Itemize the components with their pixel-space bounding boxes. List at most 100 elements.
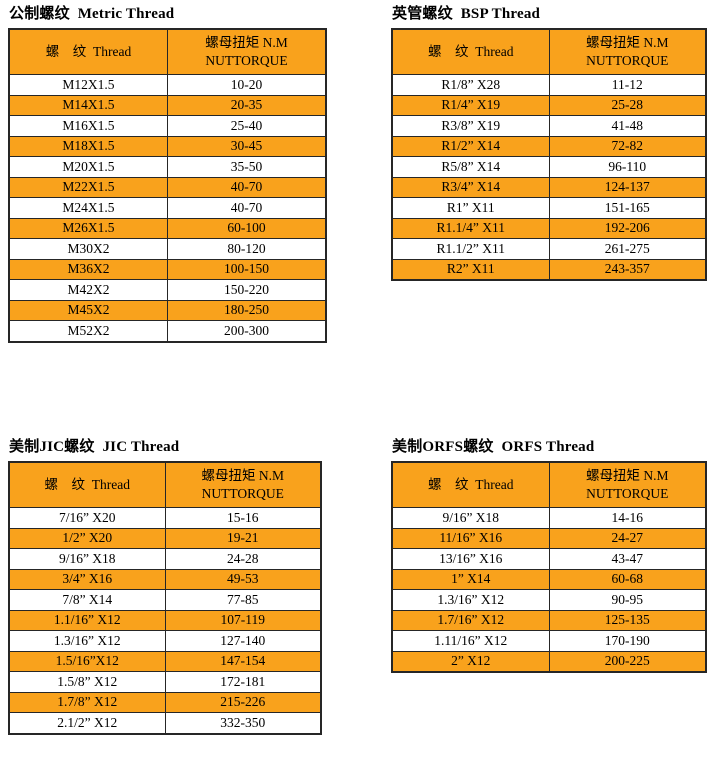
- thread-cell: R1/4” X19: [391, 94, 550, 116]
- table-row: R1/8” X28 11-12: [391, 74, 707, 96]
- table-row: 1” X14 60-68: [391, 568, 707, 590]
- thread-cell: 1.3/16” X12: [391, 589, 550, 611]
- thread-cell: R1/8” X28: [391, 74, 550, 96]
- torque-cell: 215-226: [164, 691, 322, 713]
- table-row: R1/2” X14 72-82: [391, 135, 707, 157]
- table-row: M30X2 80-120: [8, 238, 327, 260]
- thread-cell: R1.1/2” X11: [391, 238, 550, 260]
- table-row: R1.1/4” X11 192-206: [391, 217, 707, 239]
- thread-cell: 1.3/16” X12: [8, 630, 166, 652]
- header-row: 螺 纹 Thread 螺母扭矩 N.M NUTTORQUE: [391, 461, 707, 508]
- table-row: 3/4” X16 49-53: [8, 568, 322, 590]
- thread-cell: 1.5/8” X12: [8, 671, 166, 693]
- torque-header-line2: NUTTORQUE: [586, 486, 669, 501]
- table-row: R1” X11 151-165: [391, 197, 707, 219]
- table-row: 1.7/16” X12 125-135: [391, 609, 707, 631]
- thread-cell: 1.1/16” X12: [8, 609, 166, 631]
- torque-cell: 20-35: [167, 94, 327, 116]
- table-row: M18X1.5 30-45: [8, 135, 327, 157]
- torque-cell: 125-135: [548, 609, 707, 631]
- torque-cell: 41-48: [548, 115, 707, 137]
- table-row: M16X1.5 25-40: [8, 115, 327, 137]
- torque-cell: 72-82: [548, 135, 707, 157]
- column-header-thread: 螺 纹 Thread: [8, 461, 166, 508]
- table-row: M42X2 150-220: [8, 279, 327, 301]
- torque-cell: 14-16: [548, 507, 707, 529]
- table-row: R3/4” X14 124-137: [391, 176, 707, 198]
- thread-cell: R2” X11: [391, 258, 550, 281]
- torque-cell: 25-40: [167, 115, 327, 137]
- orfs-thread-table: 螺 纹 Thread 螺母扭矩 N.M NUTTORQUE 9/16” X18 14-1…: [391, 461, 707, 673]
- table-row: M22X1.5 40-70: [8, 176, 327, 198]
- thread-cell: 1” X14: [391, 568, 550, 590]
- thread-cell: 1/2” X20: [8, 527, 166, 549]
- torque-cell: 96-110: [548, 156, 707, 178]
- torque-cell: 25-28: [548, 94, 707, 116]
- thread-cell: R3/4” X14: [391, 176, 550, 198]
- thread-cell: M42X2: [8, 279, 168, 301]
- column-header-thread: 螺 纹 Thread: [391, 461, 550, 508]
- table-row: R1/4” X19 25-28: [391, 94, 707, 116]
- torque-header-line1: 螺母扭矩 N.M: [201, 468, 284, 483]
- table-row: R1.1/2” X11 261-275: [391, 238, 707, 260]
- column-header-nut-torque: 螺母扭矩 N.M NUTTORQUE: [548, 461, 707, 508]
- torque-cell: 151-165: [548, 197, 707, 219]
- thread-cell: 2.1/2” X12: [8, 712, 166, 734]
- thread-cell: M18X1.5: [8, 135, 168, 157]
- table-row: M36X2 100-150: [8, 258, 327, 280]
- table-row: R3/8” X19 41-48: [391, 115, 707, 137]
- jic-thread-section: 美制JIC螺纹 JIC Thread 螺 纹 Thread 螺母扭矩 N.M NUT…: [8, 439, 322, 735]
- thread-cell: M30X2: [8, 238, 168, 260]
- column-header-thread: 螺 纹 Thread: [391, 28, 550, 75]
- table-row: 7/16” X20 15-16: [8, 507, 322, 529]
- torque-cell: 60-68: [548, 568, 707, 590]
- table-row: 1.7/8” X12 215-226: [8, 691, 322, 713]
- torque-cell: 200-225: [548, 650, 707, 673]
- torque-header-line2: NUTTORQUE: [205, 53, 288, 68]
- torque-cell: 332-350: [164, 712, 322, 734]
- torque-header-line1: 螺母扭矩 N.M: [585, 468, 669, 483]
- torque-cell: 43-47: [548, 548, 707, 570]
- metric-thread-section: 公制螺纹 Metric Thread 螺 纹 Thread 螺母扭矩 N.M NUT…: [8, 6, 327, 343]
- thread-cell: M14X1.5: [8, 94, 168, 116]
- thread-cell: M22X1.5: [8, 176, 168, 198]
- thread-cell: R3/8” X19: [391, 115, 550, 137]
- table-row: M24X1.5 40-70: [8, 197, 327, 219]
- thread-cell: M45X2: [8, 299, 168, 321]
- thread-cell: M36X2: [8, 258, 168, 280]
- torque-cell: 192-206: [548, 217, 707, 239]
- bsp-thread-section: 英管螺纹 BSP Thread 螺 纹 Thread 螺母扭矩 N.M NUTTOR…: [391, 6, 707, 281]
- thread-cell: 2” X12: [391, 650, 550, 673]
- torque-cell: 127-140: [164, 630, 322, 652]
- thread-cell: 11/16” X16: [391, 527, 550, 549]
- column-header-nut-torque: 螺母扭矩 N.M NUTTORQUE: [164, 461, 322, 508]
- torque-cell: 60-100: [167, 217, 327, 239]
- table-row: 7/8” X14 77-85: [8, 589, 322, 611]
- torque-cell: 150-220: [167, 279, 327, 301]
- torque-cell: 10-20: [167, 74, 327, 96]
- table-row: 9/16” X18 24-28: [8, 548, 322, 570]
- torque-cell: 30-45: [167, 135, 327, 157]
- thread-cell: 13/16” X16: [391, 548, 550, 570]
- torque-cell: 49-53: [164, 568, 322, 590]
- torque-cell: 77-85: [164, 589, 322, 611]
- jic-thread-table: 螺 纹 Thread 螺母扭矩 N.M NUTTORQUE 7/16” X20 15-1…: [8, 461, 322, 735]
- thread-cell: 1.11/16” X12: [391, 630, 550, 652]
- thread-cell: 9/16” X18: [8, 548, 166, 570]
- table-row: 13/16” X16 43-47: [391, 548, 707, 570]
- thread-cell: 3/4” X16: [8, 568, 166, 590]
- torque-header-line1: 螺母扭矩 N.M: [585, 35, 669, 50]
- table-row: M26X1.5 60-100: [8, 217, 327, 239]
- table-row: 1/2” X20 19-21: [8, 527, 322, 549]
- column-header-nut-torque: 螺母扭矩 N.M NUTTORQUE: [167, 28, 327, 75]
- thread-cell: R5/8” X14: [391, 156, 550, 178]
- table-row: 1.1/16” X12 107-119: [8, 609, 322, 631]
- bsp-thread-title: 英管螺纹 BSP Thread: [392, 6, 541, 22]
- torque-cell: 100-150: [167, 258, 327, 280]
- table-row: 2.1/2” X12 332-350: [8, 712, 322, 734]
- table-row: 1.3/16” X12 90-95: [391, 589, 707, 611]
- bsp-thread-table: 螺 纹 Thread 螺母扭矩 N.M NUTTORQUE R1/8” X28 11-1…: [391, 28, 707, 281]
- torque-header-line2: NUTTORQUE: [586, 53, 669, 68]
- table-row: 1.3/16” X12 127-140: [8, 630, 322, 652]
